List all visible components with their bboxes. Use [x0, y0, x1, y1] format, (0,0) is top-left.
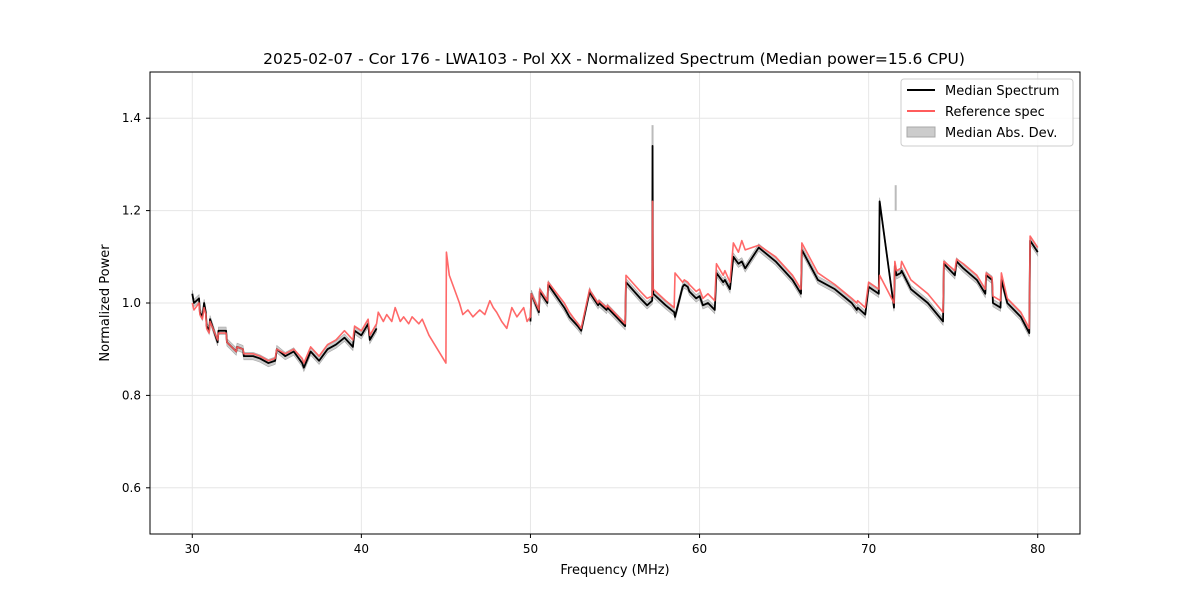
chart-canvas: 2025-02-07 - Cor 176 - LWA103 - Pol XX -…	[0, 0, 1200, 600]
legend-swatch-mad	[907, 127, 935, 137]
y-tick-label: 1.4	[122, 111, 141, 125]
x-tick-label: 30	[185, 542, 200, 556]
legend: Median Spectrum Reference spec Median Ab…	[901, 79, 1073, 146]
chart-title: 2025-02-07 - Cor 176 - LWA103 - Pol XX -…	[263, 50, 965, 68]
y-axis-label: Normalized Power	[98, 244, 113, 362]
x-axis-label: Frequency (MHz)	[560, 563, 669, 578]
legend-label-reference: Reference spec	[945, 105, 1045, 120]
x-tick-label: 60	[692, 542, 707, 556]
x-tick-label: 40	[354, 542, 369, 556]
legend-label-mad: Median Abs. Dev.	[945, 126, 1057, 141]
y-tick-label: 1.2	[122, 204, 141, 218]
x-tick-label: 50	[523, 542, 538, 556]
x-tick-label: 80	[1030, 542, 1045, 556]
x-tick-label: 70	[861, 542, 876, 556]
y-tick-label: 0.6	[122, 481, 141, 495]
legend-label-median: Median Spectrum	[945, 84, 1059, 99]
y-tick-label: 1.0	[122, 296, 141, 310]
y-tick-label: 0.8	[122, 388, 141, 402]
